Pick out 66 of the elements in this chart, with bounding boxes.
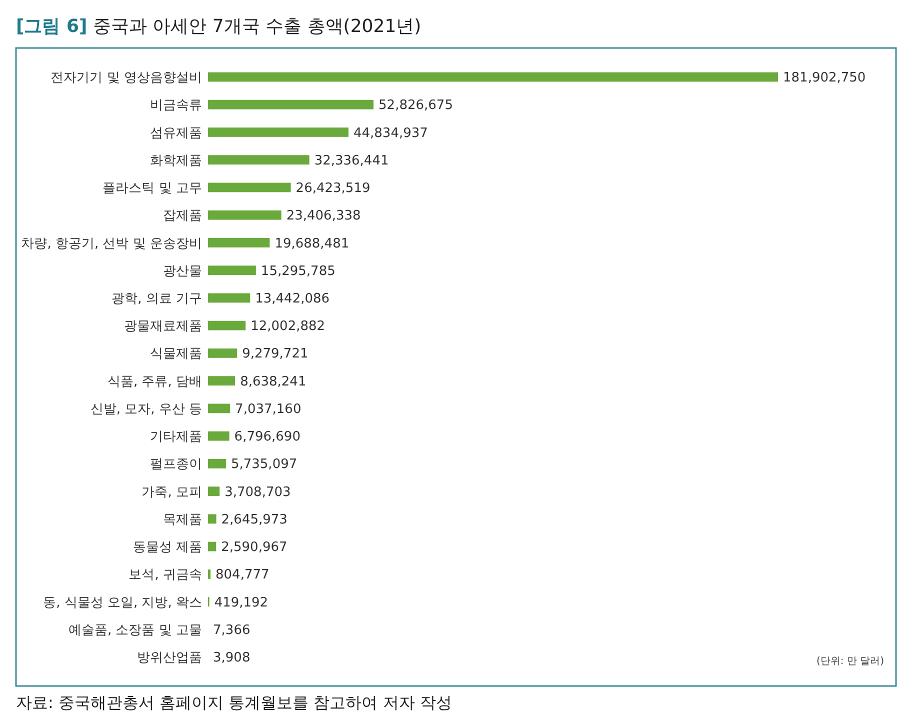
y-tick-label: 비금속류 bbox=[150, 98, 202, 114]
data-label: 9,279,721 bbox=[242, 346, 308, 362]
y-tick-label: 동물성 제품 bbox=[132, 540, 202, 556]
data-label: 7,366 bbox=[213, 622, 250, 638]
bar bbox=[208, 486, 220, 496]
y-tick-label: 차량, 항공기, 선박 및 운송장비 bbox=[21, 236, 202, 252]
data-label: 3,708,703 bbox=[224, 484, 291, 500]
y-tick-label: 광학, 의료 기구 bbox=[112, 292, 202, 306]
data-label: 32,336,441 bbox=[314, 153, 389, 168]
y-tick-label: 기타제품 bbox=[150, 430, 202, 445]
bar bbox=[208, 72, 778, 82]
bar bbox=[208, 431, 230, 441]
data-label: 13,442,086 bbox=[255, 292, 330, 306]
data-label: 5,735,097 bbox=[230, 457, 298, 472]
bar bbox=[208, 376, 236, 386]
data-label: 804,777 bbox=[216, 568, 270, 583]
data-label: 181,902,750 bbox=[783, 70, 866, 86]
y-tick-label: 플라스틱 및 고무 bbox=[102, 181, 202, 196]
data-label: 15,295,785 bbox=[260, 264, 336, 279]
data-label: 19,688,481 bbox=[274, 236, 350, 252]
y-tick-label: 예술품, 소장품 및 고물 bbox=[68, 622, 202, 638]
y-tick-label: 광산물 bbox=[163, 264, 202, 279]
bar bbox=[208, 100, 374, 110]
y-tick-label: 광물재료제품 bbox=[124, 319, 202, 334]
y-tick-label: 식물제품 bbox=[150, 346, 202, 362]
bar bbox=[208, 128, 348, 137]
data-label: 8,638,241 bbox=[240, 374, 306, 390]
data-label: 52,826,675 bbox=[378, 98, 453, 114]
text: 자료: 중국해관총서 홈페이지 통계월보를 참고하여 저자 작성 bbox=[16, 693, 452, 712]
data-label: 2,645,973 bbox=[221, 512, 288, 528]
bar bbox=[208, 210, 282, 220]
bar bbox=[208, 404, 230, 414]
data-label: 6,796,690 bbox=[234, 430, 300, 445]
bar bbox=[208, 514, 216, 524]
y-tick-label: 목제품 bbox=[163, 512, 202, 528]
data-label: 2,590,967 bbox=[221, 540, 288, 556]
bar bbox=[208, 182, 291, 192]
data-label: 26,423,519 bbox=[296, 181, 370, 196]
y-tick-label: 전자기기 및 영상음향설비 bbox=[50, 70, 202, 86]
bar bbox=[208, 266, 256, 276]
y-tick-label: 섬유제품 bbox=[150, 126, 202, 141]
chart-title: [그림 6] 중국과 아세안 7개국 수출 총액(2021년) bbox=[16, 16, 422, 37]
y-tick-label: 보석, 귀금속 bbox=[128, 568, 202, 583]
data-label: 7,037,160 bbox=[235, 402, 302, 417]
bar bbox=[208, 293, 250, 303]
bar bbox=[208, 348, 238, 358]
bar bbox=[208, 542, 216, 552]
y-tick-label: 잡제품 bbox=[163, 208, 202, 224]
y-tick-label: 신발, 모자, 우산 등 bbox=[90, 402, 202, 417]
bar bbox=[208, 155, 310, 165]
bar bbox=[208, 320, 246, 330]
y-tick-label: 식품, 주류, 담배 bbox=[107, 374, 202, 390]
y-tick-label: 펄프종이 bbox=[150, 457, 202, 472]
data-label: 419,192 bbox=[214, 595, 268, 610]
text: (단위: 만 달러) bbox=[816, 656, 884, 667]
bar bbox=[208, 569, 211, 579]
bar bbox=[208, 458, 226, 468]
y-tick-label: 방위산업품 bbox=[137, 650, 202, 666]
bar bbox=[208, 238, 270, 248]
data-label: 12,002,882 bbox=[250, 319, 326, 334]
data-label: 44,834,937 bbox=[353, 126, 428, 141]
data-label: 3,908 bbox=[213, 650, 250, 666]
y-tick-label: 화학제품 bbox=[150, 153, 202, 168]
y-tick-label: 동, 식물성 오일, 지방, 왁스 bbox=[43, 595, 202, 610]
data-label: 23,406,338 bbox=[286, 208, 361, 224]
y-tick-label: 가죽, 모피 bbox=[142, 484, 202, 500]
